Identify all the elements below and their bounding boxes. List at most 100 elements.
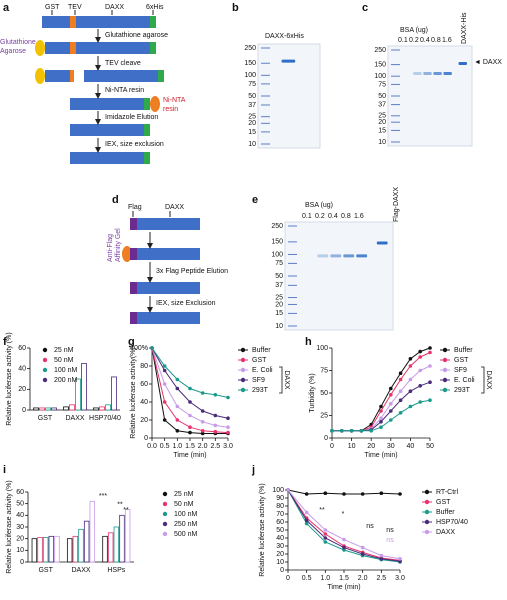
point	[360, 492, 365, 496]
legend-label: 500 nM	[174, 531, 198, 538]
y-tick-label: 0	[144, 435, 148, 442]
point	[418, 400, 423, 404]
point	[349, 429, 354, 433]
point	[379, 553, 384, 558]
bar	[105, 404, 111, 411]
y-tick-label: 100	[316, 345, 328, 352]
point	[360, 552, 365, 556]
point	[213, 413, 218, 418]
bar	[102, 535, 108, 563]
lane-label: DAXX-His	[461, 12, 468, 44]
x-axis-title: Time (min)	[173, 452, 206, 459]
band-label: ◄ DAXX	[474, 59, 502, 66]
point	[175, 418, 180, 422]
y-tick-label: 60	[140, 381, 148, 388]
legend-bracket-label: DAXX	[485, 370, 492, 389]
legend-marker	[42, 367, 48, 373]
point	[304, 492, 309, 496]
y-axis-title: Turbidity (%)	[309, 373, 316, 412]
y-tick-label: 20	[16, 536, 24, 543]
bar	[63, 406, 69, 411]
point	[428, 364, 432, 368]
point	[162, 368, 167, 373]
protein-band	[376, 241, 388, 245]
point	[389, 409, 393, 413]
gel-header: BSA (ug)	[305, 202, 333, 209]
point	[389, 386, 393, 391]
y-tick-label: 60	[276, 519, 284, 526]
legend-label: 200 nM	[54, 377, 78, 384]
legend-marker	[240, 347, 246, 353]
ladder-label: 75	[275, 260, 283, 267]
point	[398, 398, 403, 403]
ladder-label: 37	[248, 102, 256, 109]
step-label: 3x Flag Peptide Elution	[156, 268, 228, 275]
x-tick-label: HSPs	[107, 567, 125, 574]
legend-label: Buffer	[436, 509, 455, 516]
legend-marker	[442, 357, 448, 363]
legend-marker	[442, 367, 448, 373]
resin-label: Anti-Flag	[107, 234, 114, 262]
point	[418, 384, 423, 388]
significance-label: ns	[386, 537, 394, 544]
panel-letter: g	[128, 336, 135, 348]
lane-number: 1.6	[354, 213, 364, 220]
point	[323, 540, 328, 544]
point	[379, 409, 383, 413]
x-tick-label: GST	[38, 567, 53, 574]
point	[379, 491, 384, 496]
y-tick-label: 40	[18, 366, 26, 373]
panel-letter: i	[3, 464, 6, 476]
ladder-label: 100	[374, 73, 386, 80]
y-tick-label: 40	[276, 535, 284, 542]
ladder-label: 25	[275, 294, 283, 301]
gel	[284, 221, 394, 331]
bar	[81, 363, 87, 411]
point	[379, 404, 383, 409]
bar	[39, 407, 45, 411]
bar	[75, 378, 81, 411]
x-tick-label: 0.5	[160, 443, 170, 450]
point	[323, 532, 328, 536]
point	[200, 391, 205, 395]
x-tick-label: 1.5	[339, 575, 349, 582]
point	[286, 488, 290, 492]
ladder-label: 150	[374, 61, 386, 68]
protein-band	[330, 254, 342, 258]
point	[175, 377, 180, 382]
construct-label: GST	[45, 4, 60, 11]
x-tick-label: 2.0	[198, 443, 208, 450]
legend-marker	[240, 377, 246, 383]
bar	[89, 500, 96, 563]
y-tick-label: 20	[18, 386, 26, 393]
point	[200, 431, 205, 436]
y-tick-label: 30	[276, 543, 284, 550]
protein-band	[343, 254, 355, 258]
legend-label: GST	[436, 499, 451, 506]
point	[428, 346, 432, 350]
x-tick-label: 1.0	[320, 575, 330, 582]
legend-bracket	[279, 366, 283, 394]
protein-band	[281, 59, 296, 63]
point	[428, 398, 432, 403]
point	[188, 425, 192, 430]
point	[398, 557, 402, 561]
point	[304, 510, 309, 515]
point	[389, 402, 393, 406]
bar	[69, 404, 75, 411]
point	[408, 357, 413, 361]
point	[340, 429, 344, 433]
x-tick-label: 3.0	[223, 443, 233, 450]
x-tick-label: 0	[330, 443, 334, 450]
point	[200, 409, 205, 413]
point	[323, 491, 328, 496]
legend-label: RT-Ctrl	[436, 489, 458, 496]
bar	[99, 406, 105, 411]
legend-marker	[424, 509, 430, 515]
ladder-label: 100	[244, 72, 256, 79]
y-tick-label: 40	[16, 512, 24, 519]
point	[398, 389, 403, 394]
lane-number: 0.4	[328, 213, 338, 220]
x-tick-label: 40	[407, 443, 415, 450]
